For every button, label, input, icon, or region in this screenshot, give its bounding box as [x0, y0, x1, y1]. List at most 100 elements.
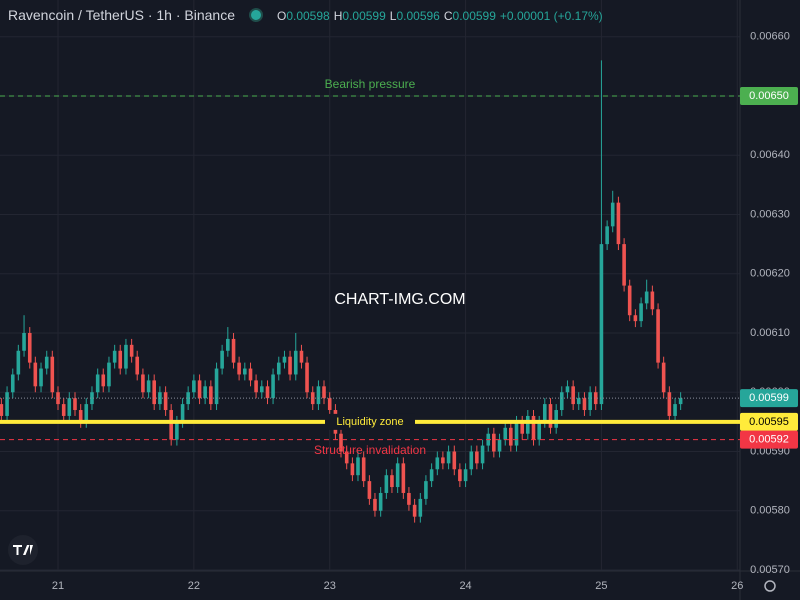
candle-body: [605, 226, 609, 245]
candle-body: [656, 309, 660, 363]
candle-body: [33, 362, 38, 387]
candle-body: [152, 380, 156, 405]
candle-body: [237, 362, 241, 375]
candle-body: [390, 475, 394, 488]
candle-body: [548, 404, 553, 428]
candle-body: [124, 344, 128, 369]
candle-body: [214, 368, 219, 405]
candle-body: [463, 469, 468, 482]
candle-body: [576, 398, 581, 405]
x-tick-label: 25: [595, 580, 607, 592]
candle-body: [27, 332, 32, 363]
candle-body: [95, 374, 100, 393]
candle-body: [678, 398, 683, 405]
ohlc-value: 0.00598: [286, 9, 330, 23]
ohlc-value: 0.00596: [396, 9, 440, 23]
watermark: CHART-IMG.COM: [334, 291, 465, 308]
y-tick-label: 0.00570: [750, 564, 790, 576]
candle-body: [44, 356, 49, 369]
candle-body: [520, 421, 525, 434]
candle-body: [129, 344, 134, 357]
candle-body: [599, 244, 604, 405]
candle-body: [118, 350, 123, 369]
y-tick-label: 0.00640: [750, 149, 790, 161]
candle-body: [112, 350, 117, 363]
x-tick-label: 22: [188, 580, 200, 592]
ohlc-key: H: [333, 9, 343, 23]
candle-body: [5, 392, 9, 416]
candle-body: [497, 439, 502, 452]
candle-body: [441, 457, 445, 464]
candle-body: [101, 374, 106, 387]
candle-body: [16, 350, 21, 375]
ohlc-value: 0.00599: [342, 9, 386, 23]
level-name-bg: [325, 413, 415, 430]
candle-body: [384, 475, 389, 493]
y-tick-label: 0.00610: [750, 327, 790, 339]
candle-body: [67, 398, 72, 416]
candle-body: [56, 392, 60, 405]
candle-body: [248, 368, 253, 381]
candle-body: [288, 356, 292, 375]
candle-body: [350, 463, 355, 476]
candle-body: [610, 202, 615, 227]
candle-body: [514, 421, 519, 446]
candle-body: [509, 427, 513, 446]
candle-body: [633, 315, 638, 322]
candle-body: [639, 303, 643, 322]
legend-header: Ravencoin / TetherUS · 1h · Binance O0.0…: [8, 7, 607, 23]
ohlc: O0.00598 H0.00599 L0.00596 C0.00599 +0.00001…: [277, 7, 607, 23]
candle-body: [559, 392, 564, 411]
candle-body: [339, 433, 343, 452]
last-price-label: 0.00599: [749, 392, 789, 404]
candle-body: [418, 498, 423, 517]
candle-body: [565, 386, 570, 393]
candle-body: [412, 504, 417, 517]
candle-body: [367, 481, 372, 499]
candle-body: [627, 285, 632, 316]
candle-body: [661, 362, 666, 393]
candle-body: [78, 410, 83, 422]
candle-body: [39, 368, 43, 387]
candle-body: [503, 427, 508, 440]
candle-body: [571, 386, 575, 405]
level-price-label: 0.00650: [749, 90, 789, 102]
candle-body: [327, 398, 332, 411]
candle-body: [401, 463, 406, 493]
candle-body: [531, 415, 536, 440]
level-price-box: [740, 412, 798, 431]
candle-body: [458, 469, 462, 482]
candle-body: [163, 392, 168, 411]
candle-body: [226, 338, 230, 351]
candle-body: [61, 404, 66, 416]
candle-body: [673, 404, 677, 416]
candle-body: [316, 386, 321, 405]
candle-body: [84, 404, 89, 422]
candle-body: [220, 350, 224, 369]
candle-body: [90, 392, 94, 405]
candle-body: [542, 404, 547, 422]
ohlc-key: C: [443, 9, 453, 23]
candle-body: [259, 386, 264, 393]
candle-body: [593, 392, 598, 405]
candle-body: [299, 350, 304, 363]
candle-body: [525, 415, 530, 434]
candle-body: [169, 410, 173, 440]
candle-body: [73, 398, 77, 411]
ohlc-key: L: [389, 9, 397, 23]
candle-body: [231, 338, 236, 363]
candle-body: [435, 457, 440, 470]
candle-body: [492, 433, 496, 452]
settings-icon[interactable]: [764, 580, 776, 592]
ohlc-value: 0.00599: [452, 9, 496, 23]
x-tick-label: 23: [324, 580, 336, 592]
candle-body: [644, 291, 649, 304]
candle-body: [378, 492, 383, 511]
status-dot: [248, 8, 263, 22]
ohlc-change: +0.00001 (+0.17%): [499, 9, 603, 23]
candle-body: [192, 380, 196, 393]
candle-body: [588, 392, 592, 411]
level-name: Liquidity zone: [336, 416, 403, 428]
